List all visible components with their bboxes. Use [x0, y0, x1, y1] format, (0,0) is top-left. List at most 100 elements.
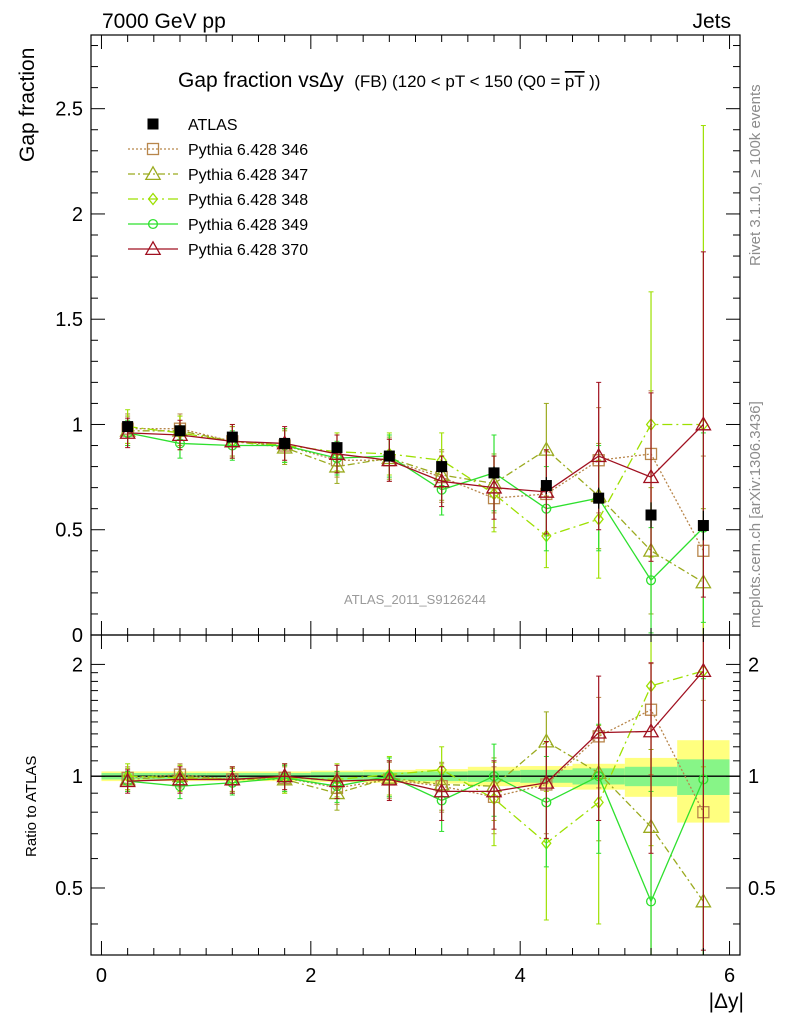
ratio-mc4-point: [433, 782, 450, 798]
main-ytick-label: 2.5: [55, 99, 83, 121]
mcplots-label: mcplots.cern.ch [arXiv:1306.3436]: [747, 401, 764, 628]
legend-item-mc2: Pythia 6.428 348: [128, 192, 308, 209]
legend-label-atlas: ATLAS: [188, 117, 238, 134]
ratio-ytick-label: 2: [72, 654, 83, 676]
ratio-ylabel: Ratio to ATLAS: [23, 756, 40, 857]
mc4-point: [642, 468, 660, 484]
legend-item-mc0: Pythia 6.428 346: [128, 142, 308, 159]
mc4-point: [433, 472, 450, 488]
ratio-mc4-line: [127, 670, 704, 793]
main-panel: 0.5 1 1.5 2 2.5 0 Gap fraction vsΔy (FB) (120…: [16, 34, 741, 647]
ratio-mc4-point: [224, 770, 241, 786]
ratio-mc3-group: [122, 678, 709, 956]
atlas-point: [279, 437, 291, 449]
mc4-point: [485, 479, 503, 494]
atlas-point: [331, 442, 343, 454]
main-ytick-label: 2: [72, 204, 83, 226]
main-ytick-label: 1.5: [55, 309, 83, 331]
ratio-axes: 0.5 0.5 1 1 2 2 0 2 4 6: [55, 635, 776, 987]
ratio-panel: 0.5 0.5 1 1 2 2 0 2 4 6 Ratio to ATLAS |Δy|: [23, 634, 776, 1013]
main-ytick-label: 0.5: [55, 520, 83, 542]
ratio-mc4-point: [276, 767, 293, 783]
mc0-line: [127, 428, 704, 552]
mc4-point: [590, 447, 607, 463]
atlas-point: [488, 467, 500, 479]
mc2-line: [127, 423, 704, 537]
ratio-mc3-line: [127, 775, 704, 904]
mc4-point: [695, 416, 712, 431]
mc4-group: [119, 251, 712, 598]
x-axis-label: |Δy|: [709, 990, 744, 1013]
atlas-point: [593, 492, 605, 504]
atlas-point: [645, 509, 657, 521]
ratio-ytick-label-right: 0.5: [748, 878, 776, 900]
ratio-ytick-label-right: 1: [748, 766, 759, 788]
atlas-data-group: [122, 421, 709, 541]
ratio-mc4-group: [119, 634, 712, 951]
atlas-point: [122, 421, 134, 433]
ratio-mc4-point: [171, 770, 189, 786]
main-ytick-label: 1: [72, 414, 83, 436]
legend-label: Pythia 6.428 346: [188, 142, 308, 159]
legend-marker: [144, 240, 162, 256]
atlas-point: [226, 431, 238, 443]
ratio-ytick-label: 0.5: [55, 878, 83, 900]
analysis-watermark: ATLAS_2011_S9126244: [344, 592, 486, 607]
legend-marker: [146, 142, 160, 156]
legend-marker: [147, 218, 159, 230]
mc1-line: [127, 430, 704, 583]
atlas-point: [383, 450, 395, 462]
legend-label: Pythia 6.428 370: [188, 242, 308, 259]
x-tick-label: 6: [724, 965, 735, 987]
atlas-point: [436, 461, 448, 473]
legend: ATLAS Pythia 6.428 346 Pythia 6.428 347 Pyt…: [128, 117, 308, 259]
atlas-point: [697, 520, 709, 532]
ratio-mc0-group: [121, 663, 710, 956]
plot-title-bar: pT: [565, 72, 585, 91]
rivet-label: Rivet 3.1.10, ≥ 100k events: [747, 84, 764, 266]
plot-title-sub: (FB) (120 < pT < 150 (Q0 =: [354, 72, 560, 91]
main-ylabel: Gap fraction: [16, 48, 39, 162]
x-tick-label: 2: [305, 965, 316, 987]
main-axes: 0.5 1 1.5 2 2.5 0: [55, 35, 740, 647]
x-tick-label: 4: [515, 965, 526, 987]
legend-item-atlas: ATLAS: [147, 117, 238, 134]
plot-title-end: )): [589, 72, 600, 91]
ratio-mc3-point: [645, 896, 657, 907]
ratio-mc4-point: [538, 774, 555, 789]
main-ytick-label: 0: [72, 625, 83, 647]
ratio-mc4-point: [695, 662, 712, 678]
plot-title-main: Gap fraction vsΔy: [178, 69, 344, 92]
ratio-ytick-label-right: 2: [748, 654, 759, 676]
plot-title: Gap fraction vsΔy (FB) (120 < pT < 150 (…: [178, 69, 600, 92]
legend-marker-atlas: [147, 118, 159, 130]
legend-item-mc4: Pythia 6.428 370: [128, 240, 308, 259]
ratio-mc2-line: [127, 670, 704, 845]
jets-label: Jets: [692, 10, 731, 33]
mc3-line: [127, 432, 704, 582]
main-data-marks: [119, 125, 712, 636]
ratio-mc4-point: [642, 722, 660, 738]
legend-label: Pythia 6.428 348: [188, 192, 308, 209]
legend-label: Pythia 6.428 347: [188, 167, 308, 184]
legend-item-mc3: Pythia 6.428 349: [128, 217, 308, 234]
legend-marker: [147, 192, 159, 206]
ratio-mc4-point: [381, 770, 398, 786]
ratio-mc4-point: [328, 772, 346, 788]
mc3-point: [645, 575, 657, 586]
legend-label: Pythia 6.428 349: [188, 217, 308, 234]
ratio-mc4-point: [485, 782, 503, 798]
ratio-mc4-point: [590, 724, 607, 739]
atlas-point: [540, 480, 552, 492]
legend-item-mc1: Pythia 6.428 347: [128, 165, 308, 184]
legend-marker: [144, 165, 162, 181]
ratio-mc4-point: [119, 772, 136, 788]
mc4-line: [127, 424, 704, 493]
energy-label: 7000 GeV pp: [102, 10, 226, 33]
ratio-ytick-label: 1: [72, 766, 83, 788]
x-tick-label: 0: [96, 965, 107, 987]
ratio-data-marks: [91, 634, 740, 956]
atlas-point: [174, 425, 186, 437]
